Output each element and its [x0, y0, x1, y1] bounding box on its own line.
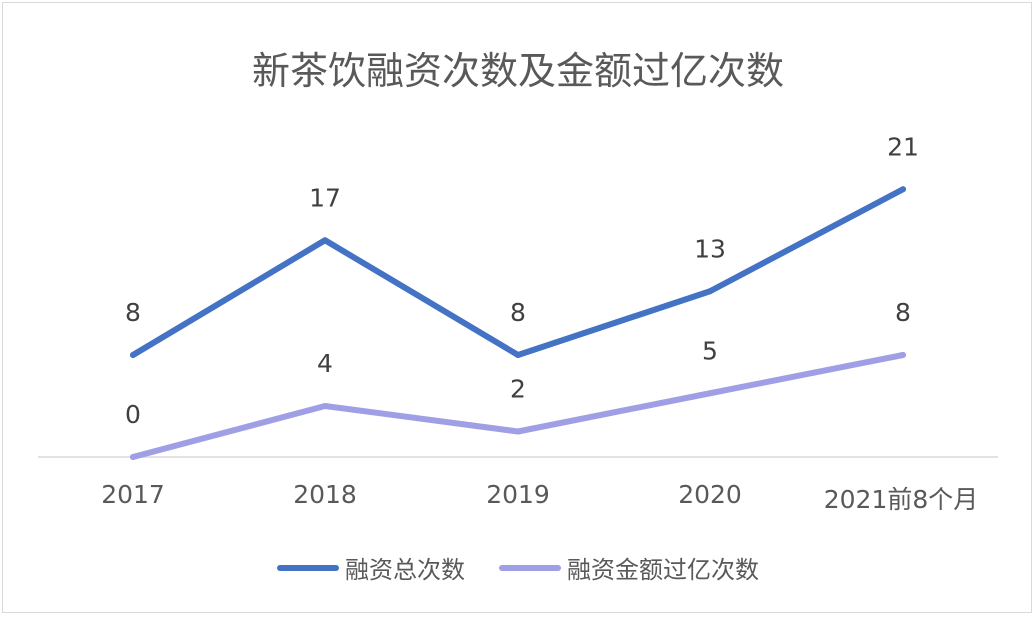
legend: 融资总次数 融资金额过亿次数 [0, 550, 1036, 585]
legend-label-2: 融资金额过亿次数 [567, 556, 759, 584]
series-2-point-2 [322, 403, 328, 409]
series-1-point-2 [322, 237, 328, 244]
series-1-point-5 [900, 186, 906, 193]
legend-swatch-2 [499, 564, 561, 571]
x-tick-label-5: 2021前8个月 [824, 485, 979, 514]
series-line-1 [130, 186, 906, 358]
x-tick-label-4: 2020 [678, 480, 742, 509]
series-2-data-label-1: 0 [125, 400, 141, 429]
series-1-point-1 [130, 352, 136, 358]
series-2-data-label-4: 5 [702, 336, 718, 365]
series-2-data-label-2: 4 [317, 349, 333, 378]
legend-item-2: 融资金额过亿次数 [499, 550, 759, 585]
series-layer [130, 186, 906, 460]
series-1-data-label-3: 8 [510, 298, 526, 327]
data-label-layer: 0 4 2 5 8 8 17 8 13 21 [125, 132, 919, 429]
series-2-point-5 [900, 352, 906, 358]
series-1-data-label-1: 8 [125, 298, 141, 327]
x-tick-layer: 2017 2018 2019 2020 2021前8个月 [101, 480, 978, 514]
series-2-point-1 [130, 454, 136, 460]
x-tick-label-1: 2017 [101, 480, 165, 509]
legend-label-1: 融资总次数 [345, 556, 465, 584]
legend-swatch-1 [277, 564, 339, 571]
chart-title: 新茶饮融资次数及金额过亿次数 [251, 49, 784, 93]
series-line-2 [130, 352, 906, 460]
series-2-data-label-5: 8 [895, 298, 911, 327]
series-2-point-4 [707, 390, 713, 397]
series-2-point-3 [515, 428, 521, 435]
series-2-data-label-3: 2 [510, 375, 526, 404]
series-1-data-label-5: 21 [887, 132, 919, 161]
series-1-data-label-4: 13 [694, 234, 726, 263]
series-1-point-4 [707, 288, 713, 295]
x-tick-label-2: 2018 [293, 480, 357, 509]
series-1-data-label-2: 17 [309, 183, 341, 212]
x-tick-label-3: 2019 [486, 480, 550, 509]
legend-item-1: 融资总次数 [277, 550, 465, 585]
series-1-point-3 [515, 352, 521, 358]
